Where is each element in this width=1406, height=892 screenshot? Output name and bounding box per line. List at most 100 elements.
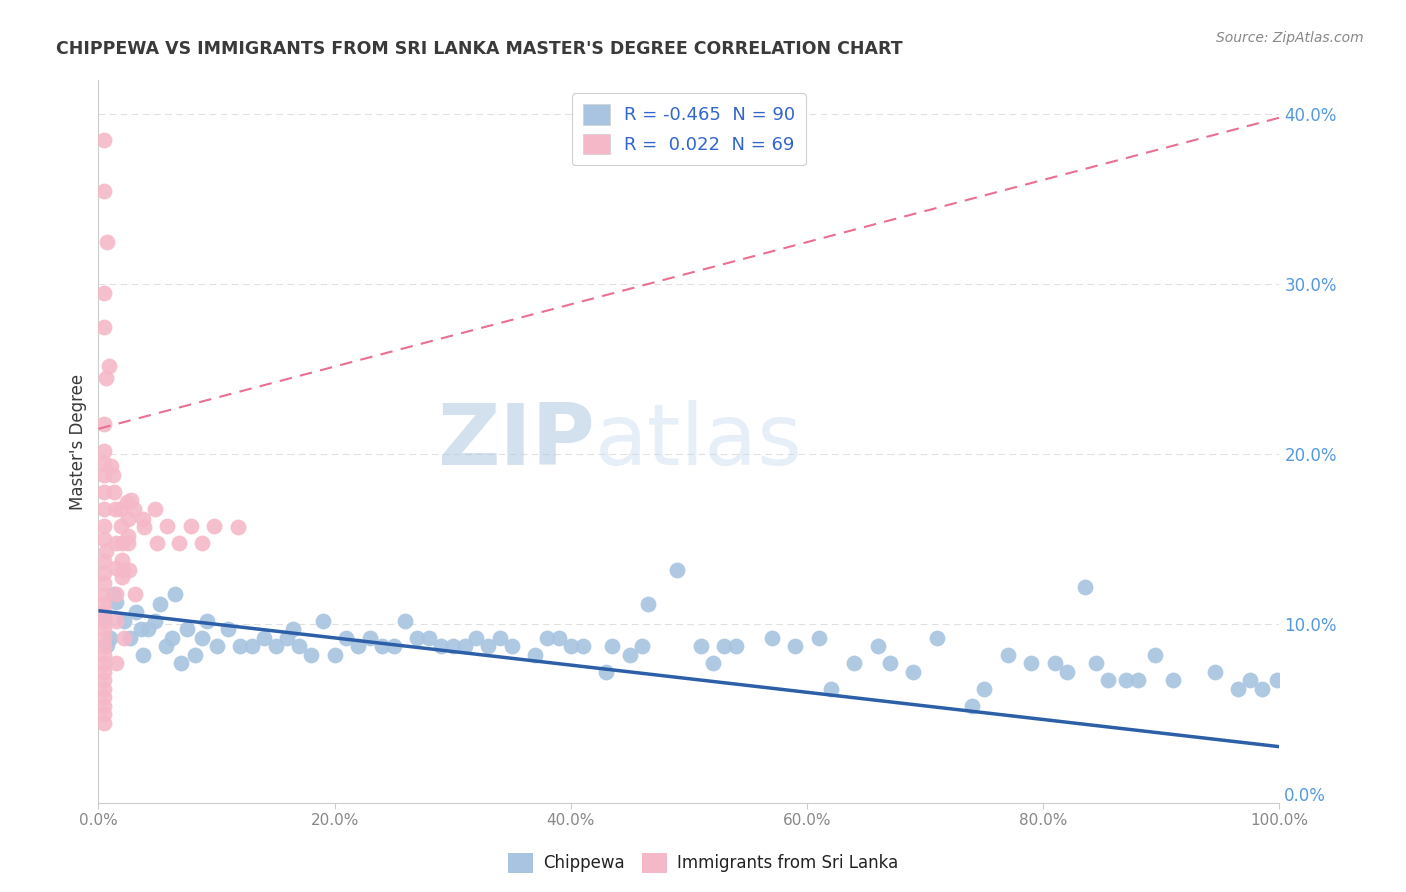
Point <box>176 623 198 637</box>
Point <box>122 501 145 516</box>
Point <box>105 587 128 601</box>
Point <box>619 648 641 662</box>
Point <box>146 535 169 549</box>
Point <box>226 520 249 534</box>
Point <box>110 518 132 533</box>
Point <box>115 495 138 509</box>
Point <box>93 456 115 470</box>
Point <box>240 640 263 654</box>
Point <box>111 535 134 549</box>
Point <box>93 484 115 499</box>
Point <box>191 535 214 549</box>
Point <box>184 648 207 662</box>
Point <box>713 640 735 654</box>
Point <box>477 640 499 654</box>
Y-axis label: Master's Degree: Master's Degree <box>69 374 87 509</box>
Point <box>100 459 122 474</box>
Point <box>93 467 115 482</box>
Point <box>118 563 141 577</box>
Point <box>785 640 807 654</box>
Point <box>93 606 115 620</box>
Point <box>1126 673 1149 688</box>
Point <box>112 614 135 628</box>
Point <box>441 640 464 654</box>
Point <box>465 631 488 645</box>
Point <box>93 614 115 628</box>
Point <box>165 587 187 601</box>
Legend: Chippewa, Immigrants from Sri Lanka: Chippewa, Immigrants from Sri Lanka <box>502 847 904 880</box>
Point <box>323 648 346 662</box>
Point <box>1250 681 1272 696</box>
Point <box>359 631 381 645</box>
Point <box>1073 580 1095 594</box>
Point <box>406 631 429 645</box>
Point <box>1144 648 1167 662</box>
Point <box>112 563 135 577</box>
Point <box>132 512 155 526</box>
Point <box>180 518 202 533</box>
Point <box>637 597 659 611</box>
Point <box>105 561 128 575</box>
Point <box>312 614 335 628</box>
Point <box>108 501 131 516</box>
Point <box>571 640 593 654</box>
Point <box>1265 673 1288 688</box>
Point <box>866 640 889 654</box>
Point <box>111 570 134 584</box>
Legend: R = -0.465  N = 90, R =  0.022  N = 69: R = -0.465 N = 90, R = 0.022 N = 69 <box>572 93 806 165</box>
Point <box>93 698 115 713</box>
Point <box>1227 681 1250 696</box>
Point <box>156 518 179 533</box>
Point <box>93 533 115 547</box>
Point <box>347 640 370 654</box>
Point <box>1204 665 1226 679</box>
Point <box>93 133 115 147</box>
Point <box>94 371 117 385</box>
Point <box>1085 657 1108 671</box>
Point <box>548 631 571 645</box>
Point <box>111 552 134 566</box>
Point <box>195 614 218 628</box>
Point <box>93 623 115 637</box>
Point <box>93 518 115 533</box>
Point <box>143 501 166 516</box>
Point <box>382 640 405 654</box>
Point <box>489 631 512 645</box>
Point <box>117 529 139 543</box>
Point <box>807 631 830 645</box>
Point <box>93 417 115 431</box>
Point <box>93 501 115 516</box>
Point <box>94 544 117 558</box>
Point <box>276 631 298 645</box>
Point <box>105 535 128 549</box>
Point <box>1021 657 1043 671</box>
Point <box>630 640 652 654</box>
Point <box>93 566 115 581</box>
Point <box>595 665 617 679</box>
Point <box>112 631 135 645</box>
Point <box>288 640 311 654</box>
Point <box>160 631 183 645</box>
Point <box>105 595 128 609</box>
Point <box>217 623 239 637</box>
Point <box>93 554 115 568</box>
Point <box>1043 657 1066 671</box>
Point <box>973 681 995 696</box>
Point <box>117 512 139 526</box>
Point <box>229 640 252 654</box>
Point <box>105 614 128 628</box>
Point <box>725 640 748 654</box>
Point <box>143 614 166 628</box>
Point <box>925 631 948 645</box>
Point <box>93 597 115 611</box>
Point <box>702 657 724 671</box>
Point <box>761 631 783 645</box>
Point <box>93 184 115 198</box>
Point <box>453 640 475 654</box>
Point <box>105 657 128 671</box>
Point <box>1115 673 1137 688</box>
Point <box>98 359 121 373</box>
Point <box>93 631 115 645</box>
Point <box>600 640 623 654</box>
Point <box>93 681 115 696</box>
